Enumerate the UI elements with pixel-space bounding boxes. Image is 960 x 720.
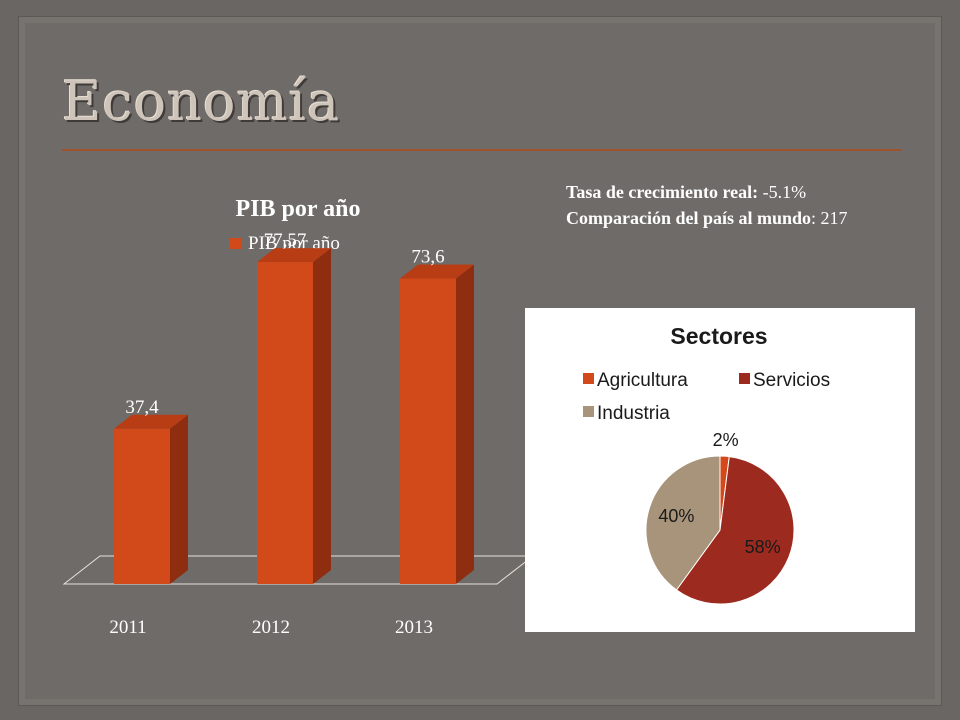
world-comparison-value: : 217 bbox=[811, 208, 848, 228]
bar-front-2013 bbox=[400, 278, 456, 584]
pie-legend-swatch-industria bbox=[583, 406, 594, 417]
sectors-chart-panel: Sectores Agricultura Servicios Industria 2… bbox=[525, 308, 915, 632]
pie-slice-industria bbox=[645, 455, 721, 591]
bar-front-2012 bbox=[257, 262, 313, 584]
bar-value-label-2011: 37,4 bbox=[125, 397, 159, 418]
slide-title: Economía bbox=[62, 70, 341, 133]
bar-2012 bbox=[257, 248, 331, 584]
bar-top-2012 bbox=[257, 248, 331, 263]
pie-value-label-servicios: 58% bbox=[745, 537, 781, 557]
pie-value-label-agricultura: 2% bbox=[713, 430, 739, 450]
growth-rate-label: Tasa de crecimiento real: bbox=[566, 182, 759, 202]
x-tick-2013: 2013 bbox=[395, 617, 433, 638]
pie-slice-servicios bbox=[675, 456, 795, 605]
bar-side-2013 bbox=[456, 264, 474, 584]
pie-legend-swatch-servicios bbox=[739, 373, 750, 384]
pie-value-label-industria: 40% bbox=[658, 506, 694, 526]
pie-legend-swatch-agricultura bbox=[583, 373, 594, 384]
x-tick-2012: 2012 bbox=[252, 617, 290, 638]
bar-2013 bbox=[400, 264, 474, 584]
x-tick-2011: 2011 bbox=[109, 617, 146, 638]
sectors-pie-chart: Sectores Agricultura Servicios Industria 2… bbox=[583, 323, 830, 605]
bar-top-2011 bbox=[114, 414, 188, 429]
world-comparison-line: Comparación del país al mundo: 217 bbox=[566, 205, 896, 231]
bar-side-2011 bbox=[170, 414, 188, 584]
world-comparison-label: Comparación del país al mundo bbox=[566, 208, 812, 228]
growth-rate-value: -5.1% bbox=[762, 182, 807, 202]
bar-front-2011 bbox=[114, 428, 170, 584]
pie-chart-title: Sectores bbox=[670, 323, 767, 349]
bar-value-label-2012: 77,57 bbox=[264, 230, 307, 251]
bar-value-label-2013: 73,6 bbox=[411, 247, 444, 268]
bar-legend-swatch bbox=[230, 238, 241, 249]
title-underline bbox=[62, 149, 902, 151]
growth-rate-line: Tasa de crecimiento real: -5.1% bbox=[566, 179, 896, 205]
pie-legend-label-agricultura: Agricultura bbox=[597, 370, 688, 391]
pie-legend-label-industria: Industria bbox=[597, 403, 670, 424]
pie-legend-label-servicios: Servicios bbox=[753, 370, 830, 391]
bar-chart-title: PIB por año bbox=[236, 196, 361, 222]
bar-2011 bbox=[114, 414, 188, 584]
bar-top-2013 bbox=[400, 264, 474, 279]
bar-chart-floor bbox=[62, 555, 530, 585]
growth-info: Tasa de crecimiento real: -5.1% Comparac… bbox=[566, 179, 896, 231]
bar-side-2012 bbox=[313, 248, 331, 584]
gdp-bar-chart: PIB por año PIB por año 37,4201177,57201… bbox=[62, 196, 530, 638]
